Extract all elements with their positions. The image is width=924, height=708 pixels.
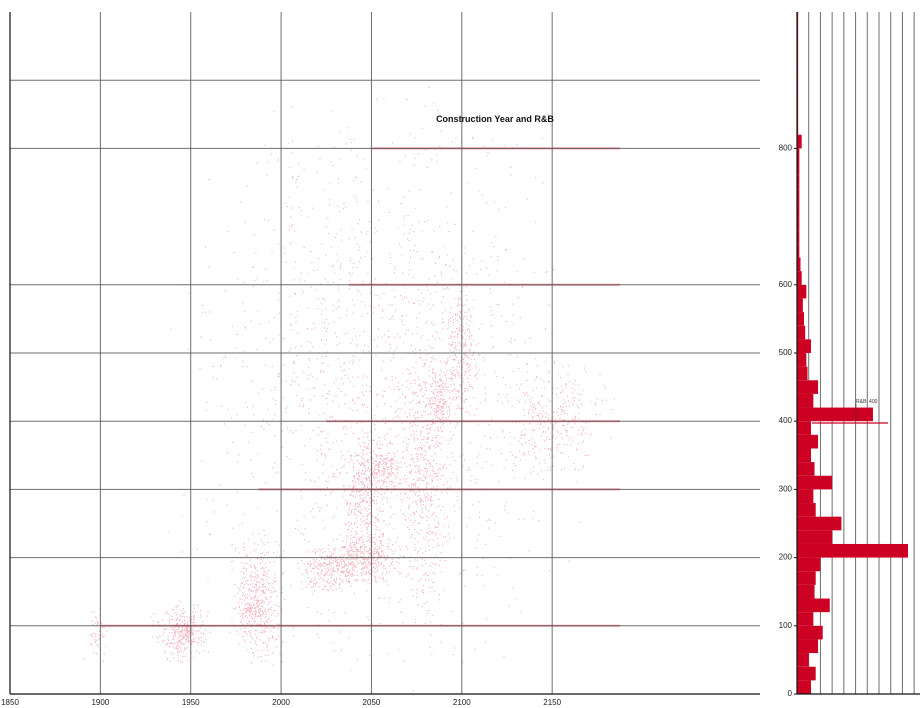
histogram-bar [797,202,800,217]
histogram-y-tick-label: 800 [779,143,793,152]
histogram-bar [797,325,806,340]
histogram-bar [797,489,814,504]
histogram-bar [797,516,842,531]
histogram-panel: 0 100 200 300 400 500 600 800 R&B: 400 [779,12,920,698]
histogram-bar [797,612,814,626]
histogram-bar [797,284,807,299]
histogram-y-tick-labels: 0 100 200 300 400 500 600 800 [779,143,797,698]
scatter-x-tick-label: 1850 [1,698,19,707]
scatter-axes [9,12,760,695]
histogram-y-tick-label: 200 [779,553,793,562]
annotation-label: R&B: 400 [856,399,878,405]
scatter-panel: 1850 1900 1950 2000 2050 2100 2150 Constructio… [1,12,760,707]
histogram-bar [797,353,807,367]
histogram-bar [797,598,830,613]
histogram-bar [797,543,908,558]
histogram-bar [797,339,812,353]
histogram-y-tick-label: 0 [788,689,793,698]
histogram-bar [797,134,802,149]
histogram-bar [797,175,800,190]
histogram-bar [797,462,815,476]
histogram-bar [797,434,819,449]
histogram-y-tick-label: 300 [779,484,793,493]
histogram-bar [797,257,801,272]
histogram-bar [797,475,833,490]
histogram-bar [797,448,812,463]
histogram-bar [797,571,816,585]
scatter-points [83,86,615,692]
histogram-bar [797,530,833,544]
histogram-y-tick-label: 100 [779,621,793,630]
histogram-bar [797,421,812,435]
histogram-bar [797,503,816,517]
scatter-x-tick-label: 2150 [543,698,561,707]
histogram-bar [797,393,814,408]
scatter-x-tick-label: 1900 [91,698,109,707]
scatter-x-tick-label: 2050 [363,698,381,707]
histogram-bar [797,216,800,231]
histogram-bar [797,407,873,422]
histogram-bar [797,653,809,667]
histogram-annotation: R&B: 400 [812,399,888,424]
histogram-bar [797,230,800,244]
chart-title: Construction Year and R&B [436,114,554,124]
scatter-grid [9,12,760,694]
histogram-y-tick-label: 600 [779,280,793,289]
histogram-bar [797,298,803,313]
histogram-bar [797,271,802,285]
histogram-bar [797,312,805,326]
histogram-bar [797,666,816,681]
histogram-bar [797,189,800,203]
histogram-bar [797,584,815,599]
histogram-bar [797,243,800,258]
histogram-bar [797,625,823,640]
histogram-bar [797,680,812,694]
histogram-bar [797,639,819,654]
scatter-x-tick-label: 2100 [453,698,471,707]
scatter-x-tick-labels: 1850 1900 1950 2000 2050 2100 2150 [1,698,562,707]
histogram-bar [797,162,800,176]
histogram-bar [797,557,821,572]
scatter-x-tick-label: 2000 [272,698,290,707]
histogram-bar [797,366,808,381]
scatter-x-tick-label: 1950 [182,698,200,707]
histogram-bar [797,380,819,394]
histogram-bar [797,148,800,163]
scatter-density-layer [83,86,615,692]
histogram-y-tick-label: 500 [779,348,793,357]
histogram-y-tick-label: 400 [779,416,793,425]
